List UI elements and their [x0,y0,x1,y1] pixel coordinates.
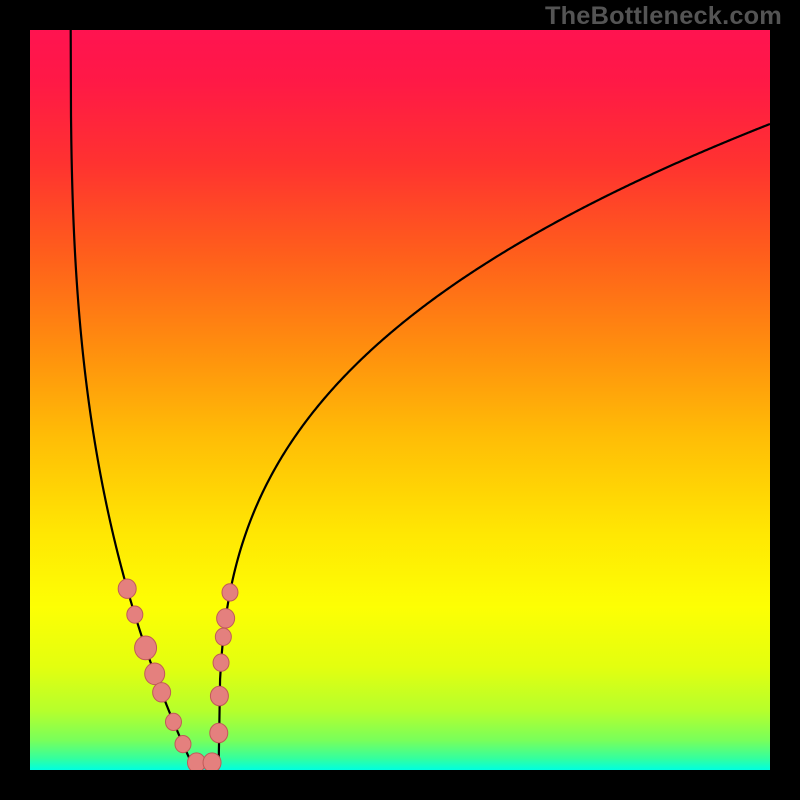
plot-area [30,30,770,770]
data-marker [145,663,165,685]
data-marker [217,609,235,628]
data-marker [222,584,238,601]
curve-layer [30,30,770,770]
data-marker [118,579,136,598]
data-marker [175,735,191,752]
bottleneck-curve [71,30,770,763]
data-marker [210,686,228,705]
data-marker [215,628,231,645]
data-marker [127,606,143,623]
data-marker [135,636,157,660]
watermark-text: TheBottleneck.com [545,2,782,31]
data-marker [203,753,221,770]
chart-frame: TheBottleneck.com [0,0,800,800]
data-marker [210,723,228,742]
data-marker [165,713,181,730]
data-marker [213,654,229,671]
data-marker [153,683,171,702]
